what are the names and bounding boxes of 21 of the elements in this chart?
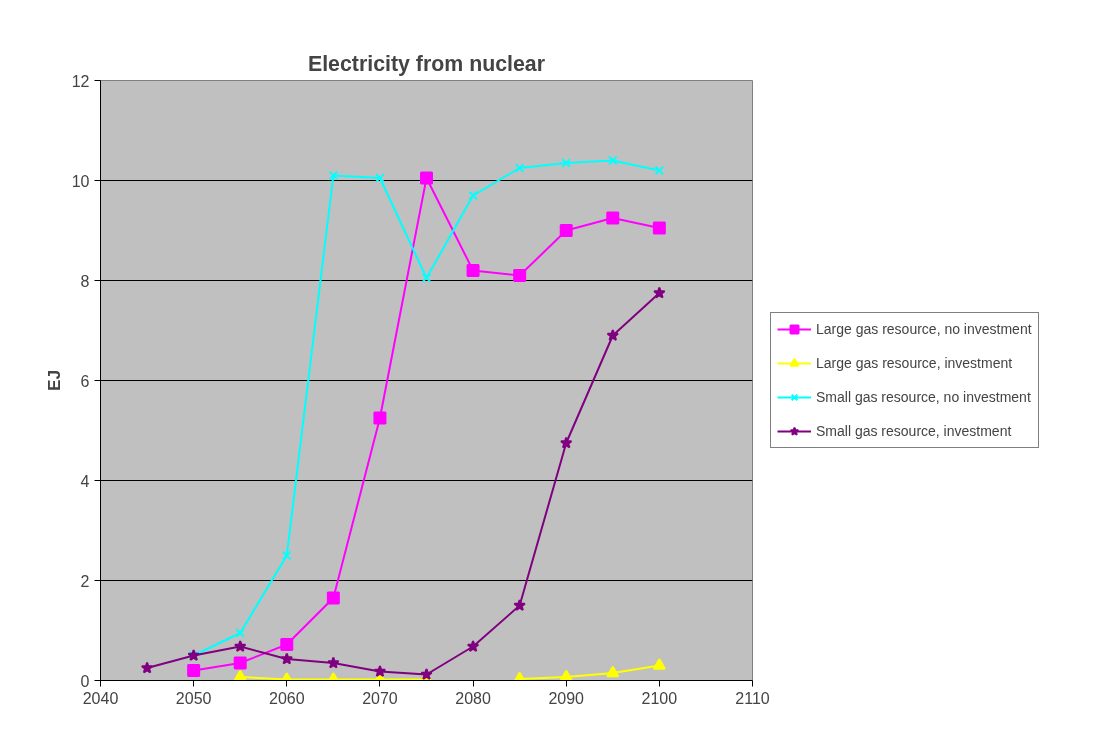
x-tick-label: 2040 (82, 689, 119, 707)
y-tick-label: 0 (80, 672, 90, 690)
legend-label: Large gas resource, investment (816, 355, 1013, 371)
legend-label: Small gas resource, investment (816, 423, 1012, 439)
legend-label: Large gas resource, no investment (816, 321, 1032, 337)
y-tick-label: 8 (80, 272, 90, 290)
legend-label: Small gas resource, no investment (816, 389, 1031, 405)
x-tick-label: 2100 (641, 689, 678, 707)
x-tick-label: 2050 (175, 689, 212, 707)
y-tick-label: 6 (80, 372, 90, 390)
chart-title: Electricity from nuclear (307, 51, 546, 76)
x-tick-label: 2070 (362, 689, 398, 707)
y-tick-label: 4 (80, 472, 90, 490)
y-axis-title: EJ (43, 369, 64, 392)
y-tick-label: 12 (71, 72, 90, 90)
x-tick-label: 2060 (268, 689, 305, 707)
y-tick-label: 2 (80, 572, 90, 590)
x-tick-label: 2080 (455, 689, 491, 707)
y-tick-label: 10 (71, 172, 90, 190)
x-tick-label: 2110 (735, 689, 770, 707)
x-tick-label: 2090 (548, 689, 585, 707)
